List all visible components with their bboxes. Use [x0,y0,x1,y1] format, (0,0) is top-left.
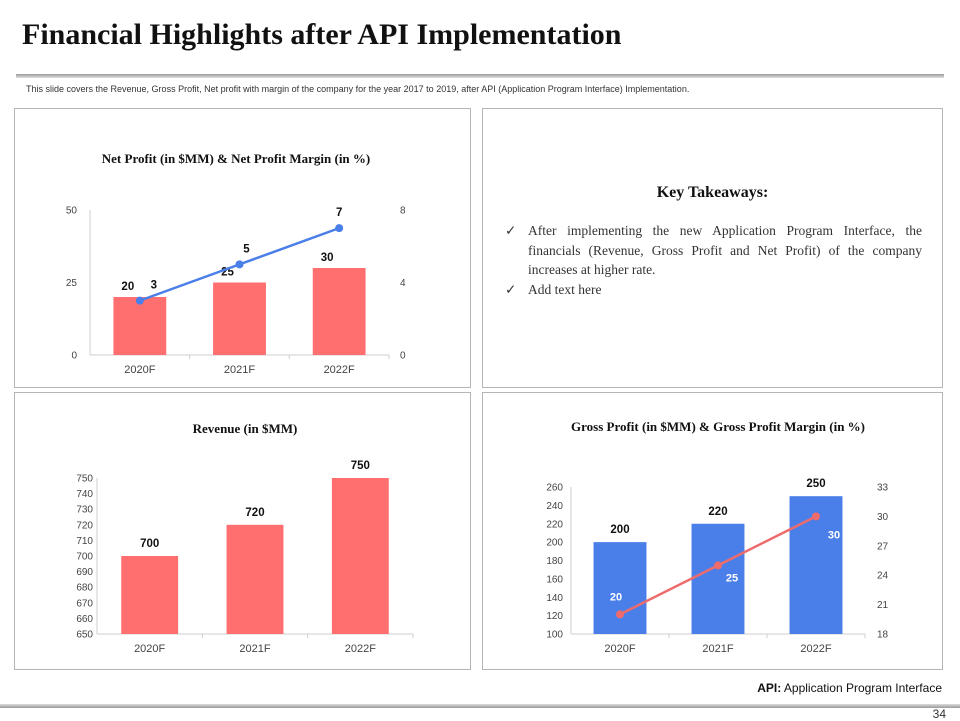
bar-data-label: 200 [610,524,629,536]
secondary-y-axis-tick-label: 33 [877,483,889,494]
key-takeaways-list: ✓ After implementing the new Application … [505,221,922,299]
bar [121,556,179,634]
line-point [714,561,722,570]
line-point [235,260,244,269]
net-profit-chart: Net Profit (in $MM) & Net Profit Margin … [66,151,406,376]
secondary-y-axis-tick-label: 27 [877,541,889,552]
page-title: Financial Highlights after API Implement… [22,18,622,51]
line-data-label: 25 [726,572,738,584]
y-axis-tick-label: 650 [76,630,93,641]
line-data-label: 30 [828,529,840,541]
y-axis-tick-label: 720 [76,520,93,531]
bar-data-label: 700 [140,538,159,550]
takeaway-item: ✓ After implementing the new Application … [505,221,922,280]
api-footnote-label: API: [757,681,782,695]
line-point [135,296,144,305]
y-axis-tick-label: 740 [76,489,93,500]
key-takeaways-title: Key Takeaways: [656,184,769,201]
secondary-y-axis-tick-label: 21 [877,600,889,611]
bar-data-label: 720 [245,507,264,519]
api-footnote-text: Application Program Interface [783,681,942,695]
line-point [616,610,624,619]
check-icon: ✓ [505,281,517,297]
x-axis-category-label: 2020F [134,643,165,655]
secondary-y-axis-tick-label: 8 [400,206,406,217]
line-point [812,512,820,521]
line-point [335,224,344,233]
gross-profit-chart: Gross Profit (in $MM) & Gross Profit Mar… [546,419,889,655]
chart-title: Gross Profit (in $MM) & Gross Profit Mar… [571,419,865,434]
revenue-chart: Revenue (in $MM) 650 660 670 680 690 700 710 720… [76,421,414,655]
x-axis-category-label: 2020F [124,364,155,376]
bar [226,524,284,634]
x-axis-category-label: 2021F [224,364,255,376]
secondary-y-axis-tick-label: 18 [877,630,889,641]
bar [312,268,366,355]
y-axis-tick-label: 700 [76,552,93,563]
line-data-label: 7 [336,207,342,219]
revenue-chart-panel: Revenue (in $MM) 650 660 670 680 690 700 710 720… [14,392,471,670]
y-axis-tick-label: 25 [66,278,78,289]
y-axis-tick-label: 160 [546,574,563,585]
bar-data-label: 220 [708,506,727,518]
bar [691,523,745,634]
line-data-label: 20 [610,591,622,603]
api-footnote: API: Application Program Interface [757,681,942,695]
secondary-y-axis-tick-label: 4 [400,278,406,289]
y-axis-tick-label: 240 [546,501,563,512]
chart-title: Revenue (in $MM) [193,421,298,436]
gross-profit-chart-panel: Gross Profit (in $MM) & Gross Profit Mar… [482,392,943,670]
title-divider [16,74,944,78]
y-axis-tick-label: 670 [76,598,93,609]
y-axis-tick-label: 100 [546,630,563,641]
takeaway-text: After implementing the new Application P… [528,223,922,277]
y-axis-tick-label: 220 [546,519,563,530]
y-axis-tick-label: 200 [546,538,563,549]
y-axis-tick-label: 0 [71,351,77,362]
takeaway-text: Add text here [528,281,602,297]
x-axis-category-label: 2020F [604,643,635,655]
secondary-y-axis-tick-label: 30 [877,512,889,523]
line-data-label: 5 [243,243,250,255]
y-axis-tick-label: 690 [76,567,93,578]
x-axis-category-label: 2022F [324,364,355,376]
bar [593,542,647,634]
slide-description: This slide covers the Revenue, Gross Pro… [26,84,690,94]
takeaway-item: ✓ Add text here [505,280,922,300]
x-axis-category-label: 2022F [800,643,831,655]
y-axis-tick-label: 120 [546,611,563,622]
y-axis-tick-label: 680 [76,583,93,594]
x-axis-category-label: 2021F [239,643,270,655]
chart-title: Net Profit (in $MM) & Net Profit Margin … [102,151,370,166]
key-takeaways-panel: Key Takeaways: ✓ After implementing the n… [482,108,943,388]
bar-data-label: 250 [806,478,825,490]
x-axis-category-label: 2022F [345,643,376,655]
bar-data-label: 20 [121,281,134,293]
y-axis-tick-label: 750 [76,474,93,485]
line-data-label: 3 [151,280,157,292]
secondary-y-axis-tick-label: 0 [400,351,406,362]
y-axis-tick-label: 730 [76,505,93,516]
y-axis-tick-label: 660 [76,614,93,625]
bar [113,297,167,355]
y-axis-tick-label: 50 [66,206,78,217]
y-axis-tick-label: 260 [546,483,563,494]
bar-data-label: 750 [351,460,370,472]
bar [331,478,389,634]
footer-divider [0,704,960,708]
bar [213,282,266,355]
x-axis-category-label: 2021F [702,643,733,655]
y-axis-tick-label: 180 [546,556,563,567]
net-profit-chart-panel: Net Profit (in $MM) & Net Profit Margin … [14,108,471,388]
check-icon: ✓ [505,223,517,238]
bar-data-label: 30 [321,252,334,264]
page-number: 34 [932,707,946,721]
y-axis-tick-label: 140 [546,593,563,604]
y-axis-tick-label: 710 [76,536,93,547]
secondary-y-axis-tick-label: 24 [877,571,889,582]
